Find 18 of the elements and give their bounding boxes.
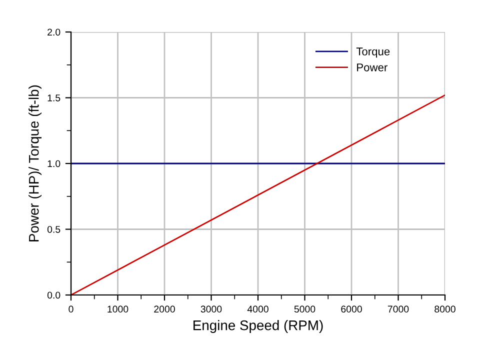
x-tick-label: 6000 [341,306,362,313]
x-axis-title: Engine Speed (RPM) [194,320,323,333]
legend-label: Power [357,64,388,72]
x-tick-label: 7000 [388,306,409,313]
x-tick-label: 0 [68,306,74,313]
x-tick-label: 8000 [434,306,456,313]
x-tick-label: 3000 [200,306,222,313]
x-tick-label: 1000 [108,306,128,313]
y-tick-label: 2.0 [48,28,60,36]
x-tick-label: 4000 [247,306,268,313]
y-tick-label: 0.0 [47,292,60,299]
legend-label: Torque [356,48,390,58]
y-tick-label: 0.5 [47,226,60,233]
y-tick-label: 1.5 [48,94,60,102]
y-tick-label: 1.0 [48,160,60,168]
x-tick-label: 2000 [154,306,175,313]
y-axis-title: Power (HP)/ Torque (ft-lb) [28,85,42,242]
x-tick-label: 5000 [294,306,316,313]
